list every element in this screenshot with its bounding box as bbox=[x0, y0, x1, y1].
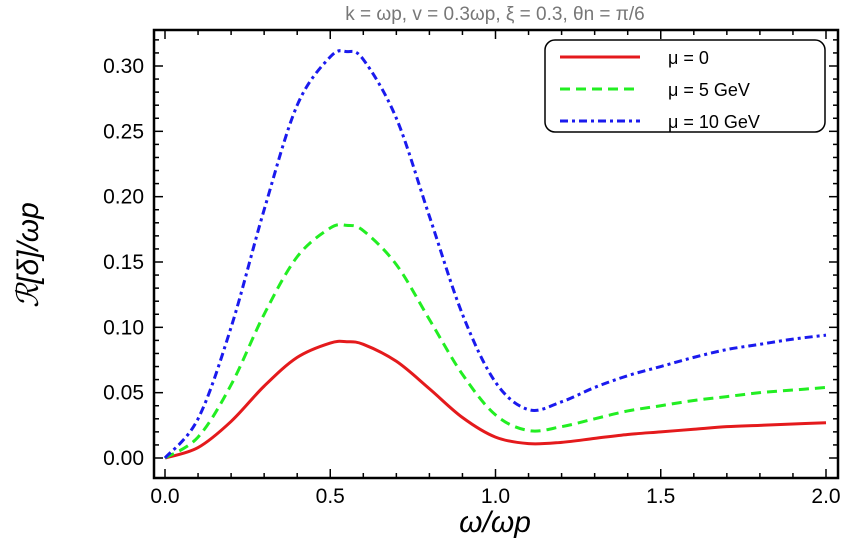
legend-label: μ = 10 GeV bbox=[668, 112, 760, 132]
chart-title: k = ωp, v = 0.3ωp, ξ = 0.3, θn = π/6 bbox=[345, 4, 645, 25]
x-axis-label: ω/ωp bbox=[459, 506, 531, 539]
y-tick-label: 0.20 bbox=[103, 186, 144, 209]
series-line-1 bbox=[164, 223, 827, 460]
x-tick-label: 1.5 bbox=[646, 485, 675, 508]
y-tick-label: 0.25 bbox=[103, 120, 144, 143]
legend-label: μ = 5 GeV bbox=[668, 80, 750, 100]
series-line-2 bbox=[163, 49, 827, 460]
legend-label: μ = 0 bbox=[668, 48, 709, 68]
x-tick-label: 0.0 bbox=[150, 485, 179, 508]
y-axis-label: ℛ[δ]/ωp bbox=[12, 202, 45, 308]
y-tick-label: 0.30 bbox=[103, 55, 144, 78]
y-tick-label: 0.15 bbox=[103, 251, 144, 274]
legend: μ = 0 μ = 5 GeV μ = 10 GeV bbox=[544, 39, 826, 133]
series-line-0 bbox=[164, 339, 827, 460]
y-tick-label: 0.00 bbox=[103, 447, 144, 470]
y-tick-label: 0.10 bbox=[103, 316, 144, 339]
y-tick-label: 0.05 bbox=[103, 382, 144, 405]
x-tick-label: 1.0 bbox=[481, 485, 510, 508]
x-tick-label: 0.5 bbox=[316, 485, 345, 508]
curves bbox=[163, 49, 827, 460]
axis-ticks: 0.0 0.5 1.0 1.5 2.0 0.00 0.05 0.10 0.15 0.20 0.25 0… bbox=[103, 30, 841, 508]
legend-box bbox=[544, 39, 826, 133]
x-tick-label: 2.0 bbox=[811, 485, 840, 508]
